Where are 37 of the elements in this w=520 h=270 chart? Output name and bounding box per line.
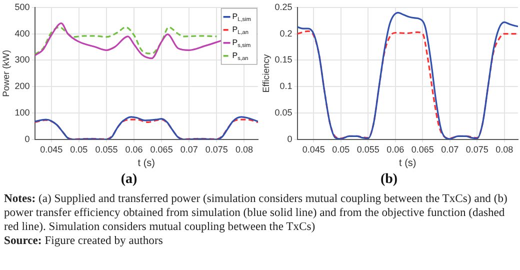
x-tick-label: 0.08: [496, 144, 514, 154]
y-tick-label: 400: [14, 28, 30, 38]
text: (b): [380, 172, 398, 188]
y-tick-label: 200: [14, 81, 30, 92]
y-tick-label: 0.1: [280, 81, 292, 92]
x-tick-label: 0.06: [125, 144, 143, 154]
y-axis-title: Power (kW): [0, 50, 11, 97]
source-note: Source: Figure created by authors: [4, 234, 164, 248]
x-tick-label: 0.055: [356, 144, 380, 154]
x-tick-label: 0.08: [235, 144, 253, 154]
text: Notes: (a) Supplied and transferred power (simulation considers mutual coupling between the TxCs) and (b) power transfer efficiency obtained from simulation (blue solid line) and from the objective function (dashed red line). Simulation considers mutual coupling between the TxCs): [4, 192, 508, 234]
line-series: [34, 26, 218, 56]
x-tick-label: 0.07: [180, 144, 198, 154]
x-tick-label: 0.05: [70, 144, 88, 154]
y-tick-label: 0.05: [274, 107, 292, 118]
y-tick-label: 0.15: [274, 54, 292, 65]
x-axis-title: t (s): [399, 158, 416, 169]
x-tick-label: 0.05: [332, 144, 350, 154]
y-tick-label: 500: [14, 2, 30, 12]
x-axis-title: t (s): [138, 158, 156, 169]
y-tick-label: 300: [14, 54, 30, 65]
y-tick-label: 0: [287, 134, 292, 144]
y-tick-label: 0.25: [274, 2, 292, 12]
x-tick-label: 0.065: [150, 144, 173, 154]
y-tick-label: 0.2: [280, 28, 292, 38]
x-tick-label: 0.075: [205, 144, 228, 154]
y-tick-label: 100: [14, 107, 30, 118]
text: (a): [120, 172, 138, 188]
x-tick-label: 0.065: [411, 144, 434, 154]
x-tick-label: 0.075: [466, 144, 488, 154]
y-tick-label: 0: [24, 134, 30, 144]
x-tick-label: 0.045: [40, 144, 63, 154]
x-tick-label: 0.055: [95, 144, 118, 154]
x-tick-label: 0.06: [386, 144, 404, 154]
x-tick-label: 0.045: [302, 144, 325, 154]
y-axis-title: Efficiency: [260, 54, 271, 93]
x-tick-label: 0.07: [441, 144, 459, 154]
